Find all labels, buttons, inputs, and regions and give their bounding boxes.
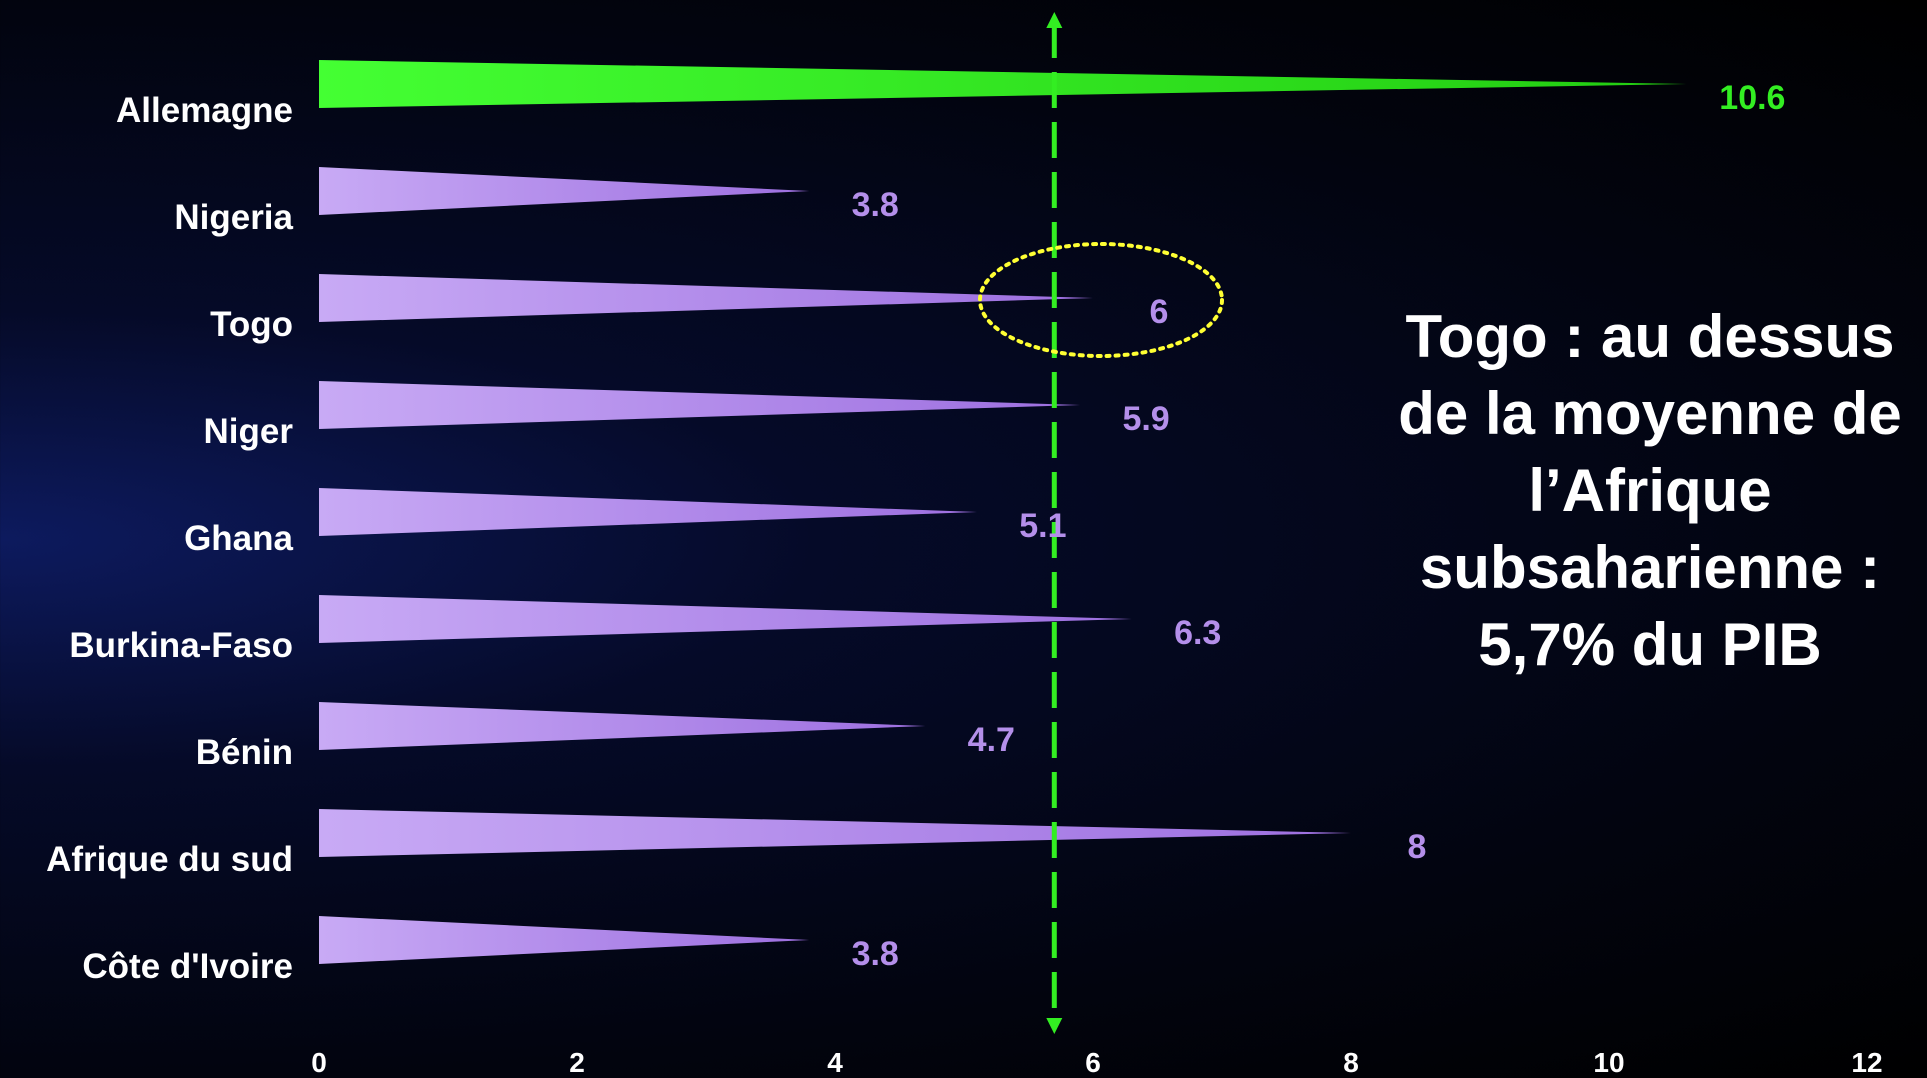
category-label: Togo [210, 305, 293, 344]
bars-layer [319, 60, 1687, 964]
bar-ghana [319, 488, 977, 536]
bar-b-nin [319, 702, 926, 750]
bar-burkina-faso [319, 595, 1132, 643]
category-label: Afrique du sud [46, 840, 293, 879]
annotation-text: Togo : au dessus de la moyenne de l’Afri… [1370, 298, 1927, 683]
highlight-circle [978, 242, 1224, 358]
value-label: 6 [1150, 293, 1169, 331]
value-label: 3.8 [852, 186, 899, 224]
value-label: 3.8 [852, 935, 899, 973]
category-label: Nigeria [174, 198, 293, 237]
x-tick-label: 8 [1343, 1047, 1359, 1078]
annotation-line: 5,7% du PIB [1478, 611, 1822, 678]
category-label: Côte d'Ivoire [82, 947, 293, 986]
category-label: Ghana [184, 519, 293, 558]
bar-afrique-du-sud [319, 809, 1351, 857]
value-label: 5.9 [1122, 400, 1169, 438]
value-label: 6.3 [1174, 614, 1221, 652]
labels-layer: Allemagne 10.6 Nigeria 3.8 Togo 6 Niger 5.9 Ghan… [46, 79, 1785, 986]
x-tick-label: 2 [569, 1047, 585, 1078]
bar-c-te-d-ivoire [319, 916, 810, 964]
category-label: Bénin [196, 733, 293, 772]
arrow-up-icon [1046, 12, 1063, 28]
x-tick-label: 0 [311, 1047, 327, 1078]
value-label: 5.1 [1019, 507, 1066, 545]
value-label: 4.7 [968, 721, 1015, 759]
annotation-line: de la moyenne de [1398, 380, 1902, 447]
annotation-line: l’Afrique [1528, 457, 1772, 524]
annotation-line: Togo : au dessus [1405, 303, 1895, 370]
value-label: 10.6 [1719, 79, 1785, 117]
x-tick-label: 10 [1593, 1047, 1624, 1078]
bar-allemagne [319, 60, 1687, 108]
bar-niger [319, 381, 1081, 429]
category-label: Allemagne [116, 91, 293, 130]
reference-line-layer [978, 12, 1224, 1034]
annotation-line: subsaharienne : [1419, 534, 1881, 601]
bar-togo [319, 274, 1093, 322]
category-label: Niger [204, 412, 294, 451]
x-tick-label: 6 [1085, 1047, 1101, 1078]
value-label: 8 [1408, 828, 1427, 866]
category-label: Burkina-Faso [69, 626, 293, 665]
x-tick-label: 4 [827, 1047, 843, 1078]
x-axis-ticks: 0 2 4 6 8 10 12 [311, 1047, 1882, 1078]
bar-nigeria [319, 167, 810, 215]
x-tick-label: 12 [1851, 1047, 1882, 1078]
arrow-down-icon [1046, 1018, 1063, 1034]
